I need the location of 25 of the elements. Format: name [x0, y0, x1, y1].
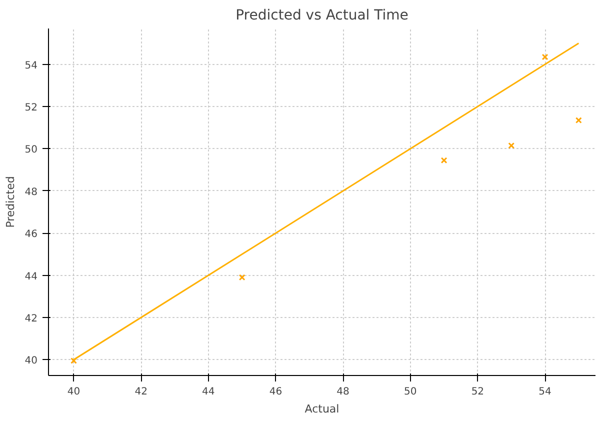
y-tick-label: 40	[24, 356, 38, 367]
point	[238, 274, 246, 281]
x-axis-title: Actual	[304, 402, 340, 416]
x-tick-label: 46	[269, 386, 282, 398]
point	[508, 142, 515, 149]
y-axis-title: Predicted	[4, 176, 17, 228]
point	[440, 157, 448, 164]
point	[575, 117, 582, 124]
y-tick-label: 46	[24, 229, 38, 240]
point	[70, 358, 77, 364]
y-tick-label: 54	[24, 60, 38, 72]
y-tick-label: 52	[24, 102, 38, 114]
chart-title: Predicted vs Actual Time	[236, 8, 408, 24]
x-tick-label: 52	[471, 386, 484, 398]
x-tick-label: 42	[134, 386, 148, 398]
y-tick-label: 42	[24, 313, 38, 324]
y-tick-label: 50	[24, 144, 38, 156]
x-tick-label: 44	[202, 386, 215, 398]
x-tick-label: 40	[67, 386, 80, 398]
x-tick-label: 50	[404, 386, 417, 398]
y-tick-label: 48	[24, 186, 38, 198]
y-tick-label: 44	[24, 271, 38, 282]
point	[542, 54, 548, 60]
x-tick-label: 54	[538, 386, 552, 398]
x-tick-label: 48	[336, 386, 350, 398]
